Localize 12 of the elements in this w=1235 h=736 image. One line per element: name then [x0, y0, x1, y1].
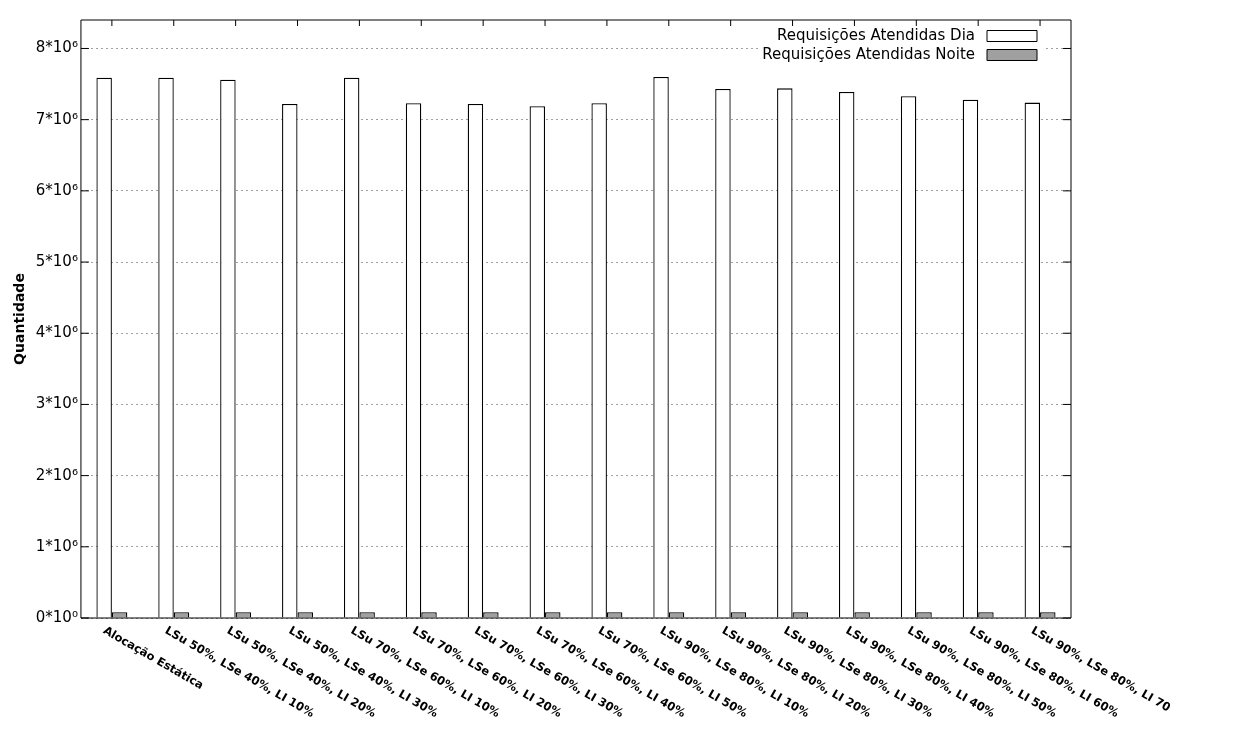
y-tick-label: 1*10⁶	[35, 536, 78, 555]
text: Requisições Atendidas Dia	[777, 25, 975, 44]
y-tick-label: 0*10⁰	[35, 607, 78, 626]
y-tick-label: 7*10⁶	[35, 109, 78, 128]
y-tick-label: 6*10⁶	[35, 180, 78, 199]
y-axis-title: Quantidade	[11, 273, 28, 365]
y-tick-label: 4*10⁶	[35, 323, 78, 342]
y-tick-label: 8*10⁶	[35, 38, 78, 57]
y-tick-label: 3*10⁶	[35, 394, 78, 413]
y-tick-label: 5*10⁶	[35, 251, 78, 270]
legend-label: Requisições Atendidas Noite	[762, 44, 975, 63]
y-tick-label: 2*10⁶	[35, 465, 78, 484]
